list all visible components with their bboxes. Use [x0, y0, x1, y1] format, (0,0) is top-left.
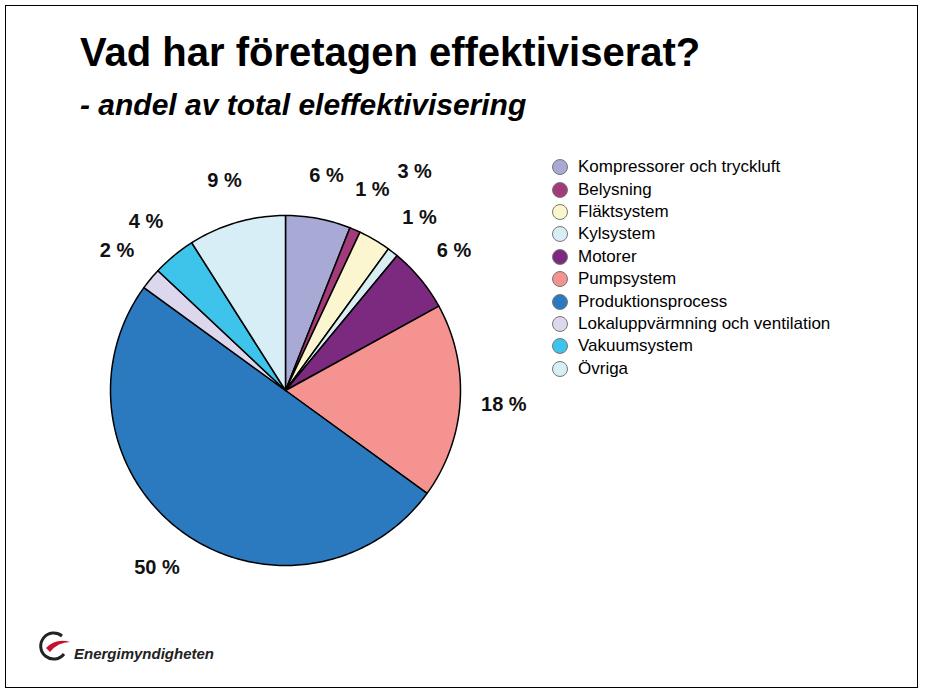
svg-text:50 %: 50 %: [134, 556, 180, 578]
html-text:Kylsystem: Kylsystem: [578, 224, 656, 244]
svg-text:6 %: 6 %: [309, 164, 344, 186]
html-text:Produktionsprocess: Produktionsprocess: [578, 291, 728, 311]
html-text:Energimyndigheten: Energimyndigheten: [74, 645, 214, 662]
html-text:Pumpsystem: Pumpsystem: [578, 269, 677, 289]
html-text:Vad har företagen effektiviser: Vad har företagen effektiviserat?: [80, 30, 701, 74]
html-text:Övriga: Övriga: [578, 358, 629, 378]
svg-text:1 %: 1 %: [402, 206, 437, 228]
html-text:Motorer: Motorer: [578, 246, 637, 266]
svg-text:3 %: 3 %: [397, 160, 432, 182]
svg-text:1 %: 1 %: [355, 178, 390, 200]
svg-text:2 %: 2 %: [100, 239, 135, 261]
svg-text:9 %: 9 %: [207, 169, 242, 191]
html-text:Kompressorer och tryckluft: Kompressorer och tryckluft: [578, 157, 781, 177]
html-text:Fläktsystem: Fläktsystem: [578, 202, 669, 221]
svg-text:18 %: 18 %: [481, 393, 527, 415]
svg-text:6 %: 6 %: [437, 239, 472, 261]
html-text:Belysning: Belysning: [578, 179, 652, 199]
html-text:- andel av total eleffektivise: - andel av total eleffektivisering: [80, 88, 527, 121]
html-text:Vakuumsystem: Vakuumsystem: [578, 336, 693, 356]
svg-text:4 %: 4 %: [129, 210, 164, 232]
html-text:Lokaluppvärmning och ventilati: Lokaluppvärmning och ventilation: [578, 313, 831, 333]
